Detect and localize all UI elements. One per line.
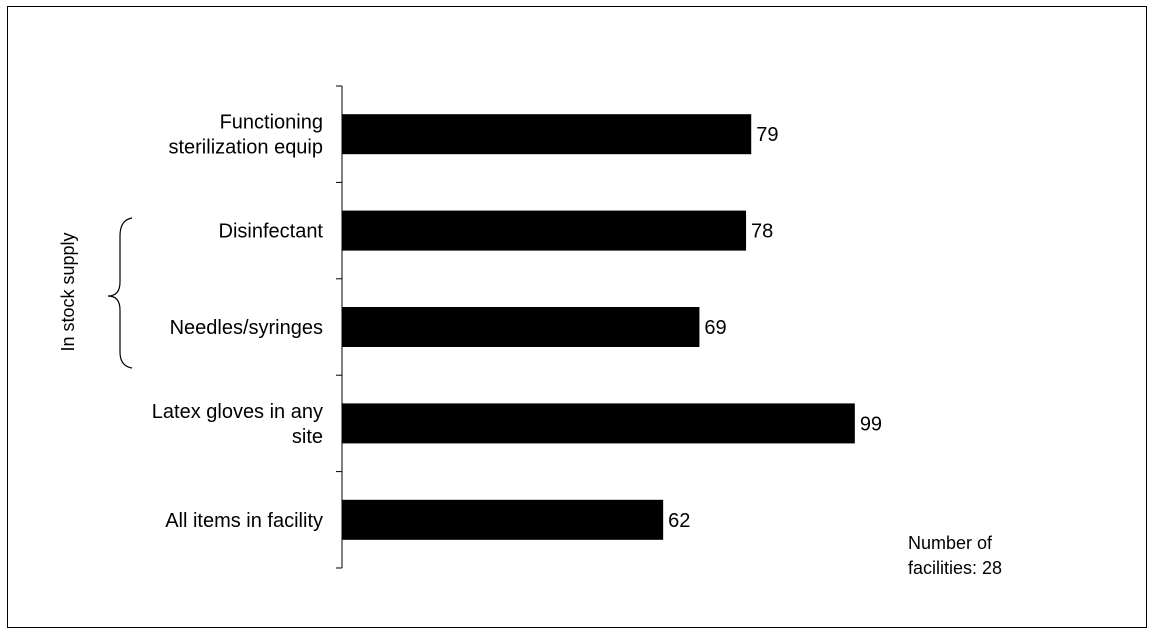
bar (342, 307, 700, 347)
category-label: Disinfectant (219, 221, 324, 243)
bar-value-label: 69 (704, 317, 726, 339)
category-label: site (292, 426, 323, 448)
category-label: Functioning (220, 112, 323, 134)
bar-value-label: 79 (756, 124, 778, 146)
y-axis-layer (336, 85, 343, 569)
bar-value-label: 62 (668, 510, 690, 532)
category-labels-layer: Functioning sterilization equip Disinfecta… (152, 112, 324, 532)
bars-layer (342, 114, 855, 540)
category-label: Needles/syringes (170, 317, 323, 339)
category-label: Latex gloves in any (152, 401, 323, 423)
bar (342, 114, 752, 155)
bar-value-label: 99 (860, 413, 882, 435)
bar (342, 210, 747, 251)
bar (342, 403, 855, 444)
group-label: In stock supply (58, 232, 78, 351)
facility-count-note-line-1: Number of (908, 533, 993, 553)
group-annotation: In stock supply (58, 217, 133, 369)
category-label: sterilization equip (168, 137, 323, 159)
facility-count-note-line-2: facilities: 28 (908, 558, 1002, 578)
group-brace (107, 217, 133, 369)
bar (342, 499, 664, 540)
bar-value-label: 78 (751, 221, 773, 243)
category-label: All items in facility (165, 510, 323, 532)
data-labels-layer: 79 78 69 99 62 (668, 124, 882, 532)
